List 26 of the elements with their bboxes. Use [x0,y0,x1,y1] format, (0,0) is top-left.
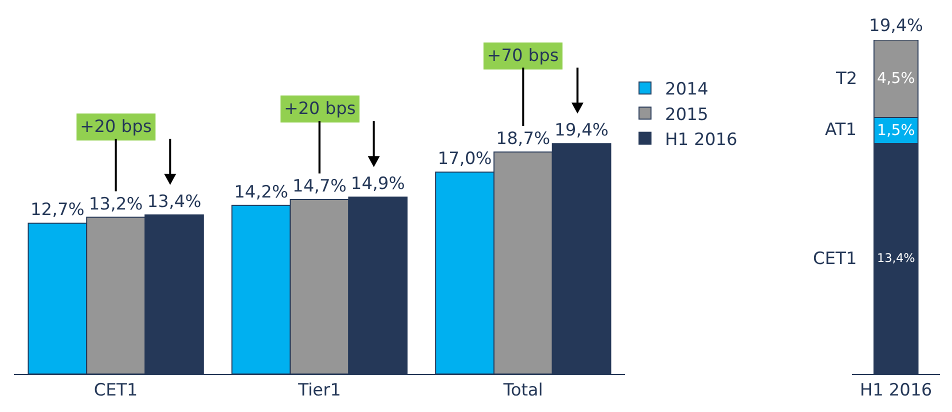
total-label: 19,4% [869,16,924,36]
data-label: 13,4% [877,251,915,266]
legend-label: H1 2016 [665,130,738,150]
text: +20 bps [284,99,356,119]
text: +20 bps [80,117,152,137]
data-label: 14,7% [292,176,347,196]
series-label: CET1 [813,249,857,269]
data-label: 14,2% [234,182,288,202]
x-tick-label: Total [502,380,544,400]
data-label: 17,0% [438,149,492,170]
series-label: T2 [835,69,858,89]
data-label: 1,5% [877,120,915,139]
data-label: 19,4% [554,120,609,141]
x-tick-label: CET1 [94,380,138,400]
legend-label: 2014 [665,80,708,100]
legend-label: 2015 [665,104,708,125]
data-label: 4,5% [877,69,915,88]
text: +70 bps [487,46,559,66]
data-label: 13,4% [147,192,202,212]
series-label: AT1 [825,120,857,140]
data-label: 13,2% [88,194,143,214]
data-label: 12,7% [30,200,84,220]
data-label: 14,9% [350,174,405,194]
x-tick-label: Tier1 [297,380,341,400]
data-label: 18,7% [496,128,550,149]
x-tick-label: H1 2016 [860,380,932,400]
